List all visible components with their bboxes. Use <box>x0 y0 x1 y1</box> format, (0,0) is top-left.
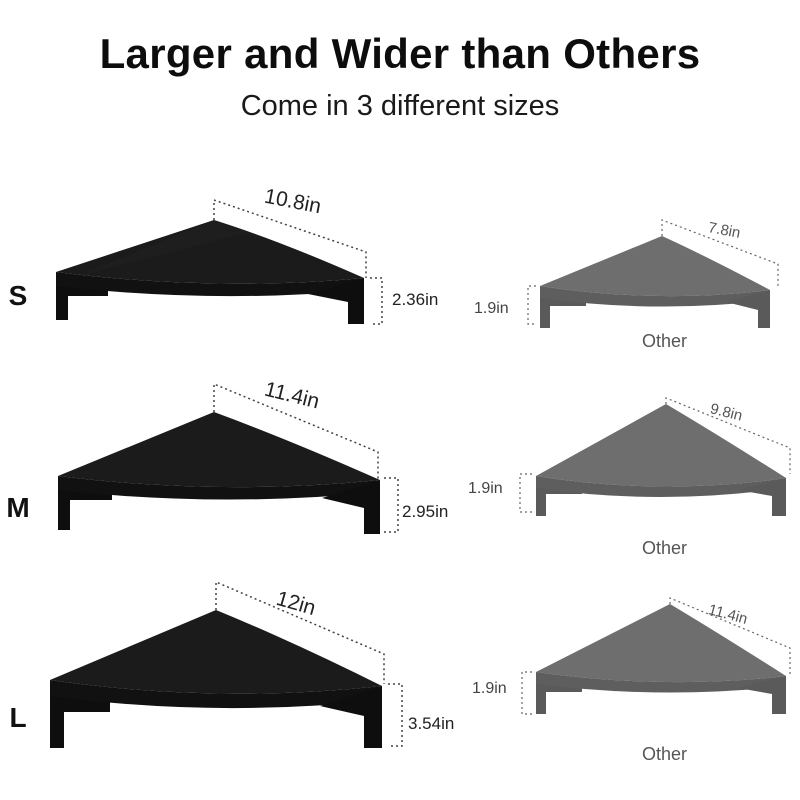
shelf-top <box>56 220 364 284</box>
grey-shelf-m <box>519 397 791 516</box>
dotted-guide-width <box>213 198 367 278</box>
grey-shelf-l <box>521 597 791 715</box>
size-label-s: S <box>8 280 28 311</box>
size-label-m: M <box>6 492 30 523</box>
shelf-front-right <box>738 676 786 714</box>
shelf-shadow-top <box>78 220 248 276</box>
page-subtitle: Come in 3 different sizes <box>240 90 560 122</box>
dotted-guide-height <box>370 277 383 325</box>
dotted-guide-height <box>527 285 536 325</box>
dotted-guide-width <box>669 597 791 674</box>
shelf-front-curve <box>58 476 380 500</box>
other-label-s: Other <box>642 331 688 351</box>
shelf-top <box>50 610 382 694</box>
shelf-top <box>58 412 380 488</box>
dim-height-l: 3.54in <box>408 714 455 733</box>
shelf-top <box>540 236 770 297</box>
shelf-front-curve <box>56 272 364 297</box>
dotted-guide-height <box>384 477 399 533</box>
dim-height-s: 2.36in <box>392 290 439 309</box>
dim-height-m: 2.95in <box>402 502 449 521</box>
black-shelf-l <box>50 580 403 748</box>
shelf-front-right <box>738 478 786 516</box>
shelf-body <box>56 220 364 324</box>
dotted-guide-width <box>661 219 779 286</box>
grey-shelf-s <box>527 219 779 328</box>
dotted-guide-height <box>388 683 403 747</box>
size-label-l: L <box>9 702 27 733</box>
dotted-guide-width <box>213 382 379 480</box>
shelf-front-curve <box>536 672 786 693</box>
shelf-top <box>536 404 786 487</box>
other-label-m: Other <box>642 538 688 558</box>
shelf-front-curve <box>50 680 382 709</box>
shelf-front-right <box>320 686 382 748</box>
dotted-guide-width <box>215 580 385 684</box>
dotted-guide-height <box>519 473 532 513</box>
shelf-front-right <box>726 290 770 328</box>
black-shelf-m <box>58 382 399 534</box>
shelf-front-curve <box>536 476 786 497</box>
shelf-front-right <box>308 278 364 324</box>
shelf-front-right <box>322 480 380 534</box>
dotted-guide-height <box>521 671 532 715</box>
shelf-top <box>536 604 786 683</box>
other-dim-height-l: 1.9in <box>472 680 507 697</box>
other-label-l: Other <box>642 744 688 764</box>
page-title: Larger and Wider than Others <box>99 30 701 77</box>
black-shelf-s <box>56 198 383 325</box>
shelf-front-curve <box>540 286 770 307</box>
other-dim-height-s: 1.9in <box>474 300 509 317</box>
other-dim-height-m: 1.9in <box>468 480 503 497</box>
